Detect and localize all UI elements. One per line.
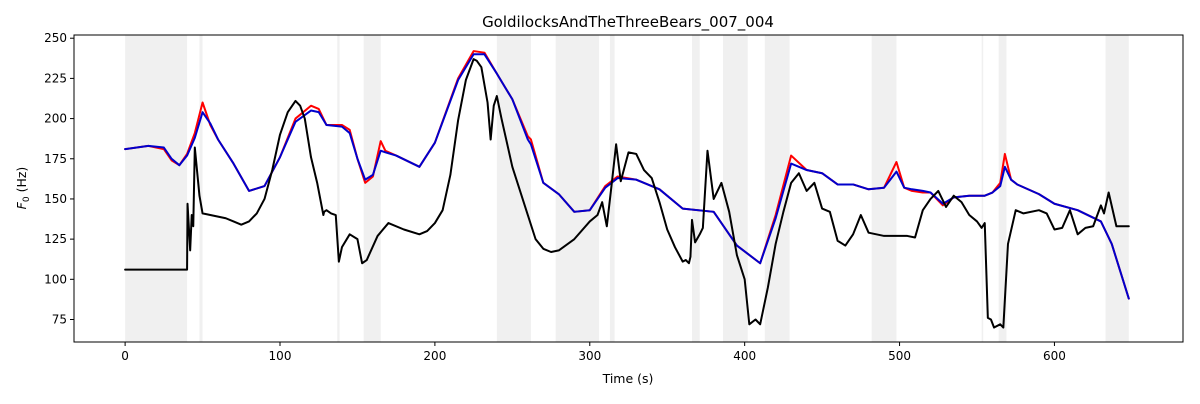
plot-lines [124,50,1130,329]
shaded-region [199,35,203,342]
y-tick-label: 200 [44,112,67,126]
y-tick-label: 175 [44,152,67,166]
shaded-region [981,35,984,342]
shaded-region [555,35,600,342]
x-axis-label: Time (s) [602,371,654,386]
x-tick-label: 0 [121,349,129,363]
shaded-region [998,35,1007,342]
x-axis-ticks: 0 100 200 300 400 500 600 [121,342,1066,363]
x-tick-label: 400 [733,349,756,363]
black-series-line [124,58,1130,329]
y-tick-label: 125 [44,232,67,246]
chart-title: GoldilocksAndTheThreeBears_007_004 [482,13,774,32]
x-tick-label: 300 [578,349,601,363]
y-tick-label: 150 [44,192,67,206]
x-tick-label: 200 [423,349,446,363]
y-tick-label: 250 [44,31,67,45]
shaded-region [337,35,340,342]
shaded-region [764,35,790,342]
shaded-regions [125,35,1129,342]
shaded-region [363,35,381,342]
y-tick-label: 225 [44,71,67,85]
blue-series-line [124,53,1130,300]
shaded-region [609,35,615,342]
y-tick-label: 75 [52,312,67,326]
x-tick-label: 600 [1043,349,1066,363]
y-axis-label: F0 (Hz) [14,167,32,210]
shaded-region [722,35,748,342]
shaded-region [496,35,531,342]
shaded-region [692,35,700,342]
red-series-line [124,50,1130,300]
plot-frame [73,34,1184,343]
y-axis-ticks: 75 100 125 150 175 200 225 250 [44,31,74,326]
shaded-region [1105,35,1129,342]
y-tick-label: 100 [44,272,67,286]
x-tick-label: 500 [888,349,911,363]
shaded-region [125,35,188,342]
x-tick-label: 100 [269,349,292,363]
